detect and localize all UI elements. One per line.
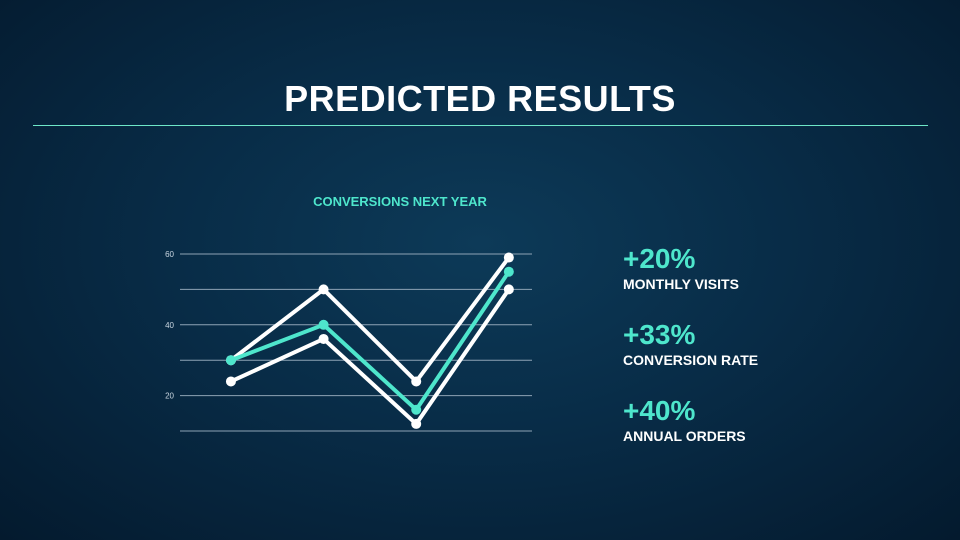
slide-title: PREDICTED RESULTS — [284, 78, 676, 119]
data-point — [225, 355, 236, 366]
data-point — [225, 376, 236, 387]
chart-title: CONVERSIONS NEXT YEAR — [313, 194, 487, 209]
data-point — [411, 418, 422, 429]
series-line-2 — [230, 288, 511, 427]
data-point — [503, 252, 514, 263]
stat-label: CONVERSION RATE — [623, 352, 759, 368]
stat-label: ANNUAL ORDERS — [623, 428, 746, 444]
data-point — [318, 319, 329, 330]
stat-monthly-visits: +20% MONTHLY VISITS — [623, 242, 923, 318]
stat-annual-orders: +40% ANNUAL ORDERS — [623, 394, 923, 470]
stat-conversion-rate: +33% CONVERSION RATE — [623, 318, 923, 394]
data-point — [411, 404, 422, 415]
data-point — [503, 284, 514, 295]
stat-value: +20% — [623, 243, 696, 274]
y-tick-label: 20 — [165, 392, 174, 401]
stat-value: +40% — [623, 395, 696, 426]
series-line-1 — [229, 256, 511, 385]
y-tick-label: 60 — [165, 250, 174, 259]
stat-label: MONTHLY VISITS — [623, 276, 739, 292]
data-point — [318, 284, 329, 295]
title-divider — [33, 125, 928, 126]
data-point — [503, 266, 514, 277]
y-tick-label: 40 — [165, 321, 174, 330]
stat-value: +33% — [623, 319, 696, 350]
data-point — [411, 376, 422, 387]
data-point — [318, 333, 329, 344]
series-line-3 — [230, 270, 511, 413]
line-chart: 20 40 60 — [165, 250, 532, 432]
stats-panel: +20% MONTHLY VISITS +33% CONVERSION RATE… — [623, 242, 923, 470]
